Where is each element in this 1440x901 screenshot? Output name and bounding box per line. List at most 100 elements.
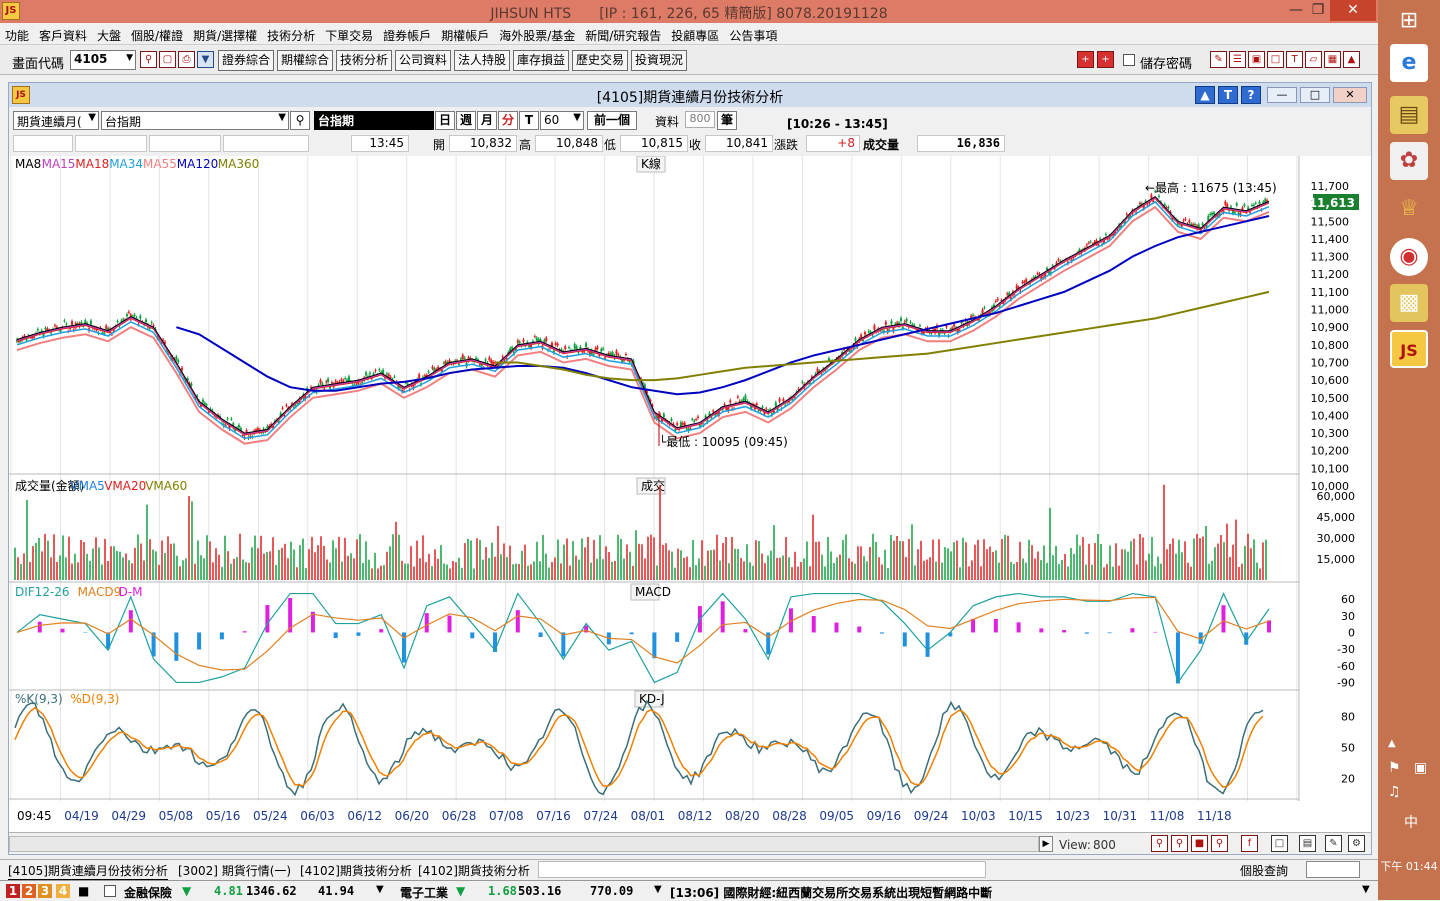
chevron-down-icon[interactable]: ▼ (654, 884, 662, 895)
dropdown-icon[interactable]: ▼ (197, 51, 214, 68)
sticky-notes-icon[interactable]: ▩ (1390, 284, 1428, 322)
page-3[interactable]: 3 (38, 884, 52, 898)
menu-item[interactable]: 客戶資料 (34, 23, 92, 44)
layout-icon[interactable]: ▤ (1299, 835, 1316, 852)
action-center-icon[interactable]: ⚑ (1388, 760, 1401, 776)
menu-item[interactable]: 期權帳戶 (436, 23, 494, 44)
tool-icon[interactable]: ▦ (1324, 51, 1341, 68)
jihsun-app-icon[interactable]: JS (1390, 330, 1428, 368)
indicator-icon[interactable]: f (1241, 835, 1258, 852)
swiss-flag-icon[interactable]: + (1077, 51, 1094, 68)
draw-icon[interactable]: ✎ (1325, 835, 1342, 852)
period-week[interactable]: 週 (456, 111, 476, 130)
tool-icon[interactable]: ▣ (1248, 51, 1265, 68)
window-minimize-icon[interactable]: — (1267, 87, 1297, 103)
menu-item[interactable]: 功能 (0, 23, 34, 44)
tool-button[interactable]: 投資現況 (631, 50, 687, 71)
tool-button[interactable]: 歷史交易 (572, 50, 628, 71)
chevron-down-icon[interactable]: ▼ (376, 884, 384, 895)
search-icon[interactable]: ⚲ (140, 51, 157, 68)
period-month[interactable]: 月 (477, 111, 497, 130)
tool-icon[interactable]: ✎ (1210, 51, 1227, 68)
crown-app-icon[interactable]: ♕ (1390, 190, 1428, 228)
paint-icon[interactable]: ✿ (1390, 142, 1428, 180)
product-select[interactable]: 台指期▼ (101, 111, 289, 130)
file-explorer-icon[interactable]: ▤ (1390, 96, 1428, 134)
swiss-flag-icon[interactable]: + (1097, 51, 1114, 68)
ticker-checkbox[interactable] (104, 885, 116, 897)
tab-4105[interactable]: [4105]期貨連續月份技術分析 (8, 862, 168, 881)
scroll-right-icon[interactable]: ▶ (1039, 836, 1053, 852)
period-tick[interactable]: T (519, 111, 539, 130)
series-select[interactable]: 期貨連續月(▼ (13, 111, 99, 130)
window-close-icon[interactable]: ✕ (1333, 87, 1367, 103)
news-ticker[interactable]: [13:06] 國際財經:紐西蘭交易所交易系統出現短暫網路中斷 (670, 884, 992, 901)
zoom-out-icon[interactable]: ⚲ (1171, 835, 1188, 852)
menu-item[interactable]: 海外股票/基金 (494, 23, 580, 44)
windows-start-icon[interactable]: ⊞ (1390, 2, 1428, 40)
tool-icon[interactable]: T (1286, 51, 1303, 68)
prev-button[interactable]: 前一個 (587, 111, 637, 130)
data-count-input[interactable]: 800 (685, 111, 715, 128)
up-icon[interactable]: ▲ (1195, 86, 1215, 104)
tool-button[interactable]: 技術分析 (336, 50, 392, 71)
menu-item[interactable]: 投顧專區 (666, 23, 724, 44)
tab-3002[interactable]: [3002] 期貨行情(一) (178, 862, 291, 879)
menu-item[interactable]: 大盤 (92, 23, 126, 44)
period-day[interactable]: 日 (435, 111, 455, 130)
page-1[interactable]: 1 (6, 884, 20, 898)
ime-language[interactable]: 中 (1404, 812, 1418, 832)
page-2[interactable]: 2 (22, 884, 36, 898)
ie-browser-icon[interactable]: e (1390, 44, 1428, 82)
stock-query-input[interactable] (1306, 861, 1360, 878)
tool-icon[interactable]: ▱ (1305, 51, 1322, 68)
tool-button[interactable]: 公司資料 (395, 50, 451, 71)
restore-icon[interactable]: ❐ (1307, 0, 1329, 21)
period-minute[interactable]: 分 (498, 111, 518, 130)
chevron-down-icon[interactable]: ▼ (126, 53, 133, 63)
tool-button[interactable]: 期權綜合 (277, 50, 333, 71)
tool-button[interactable]: 法人持股 (454, 50, 510, 71)
chevron-down-icon[interactable]: ▼ (1362, 884, 1370, 895)
save-password-checkbox[interactable] (1123, 54, 1135, 66)
tool-button[interactable]: 證券綜合 (218, 50, 274, 71)
tool-button[interactable]: 庫存損益 (513, 50, 569, 71)
chevron-down-icon[interactable]: ▼ (573, 112, 581, 123)
chrome-icon[interactable]: ◉ (1390, 238, 1428, 276)
menu-item[interactable]: 新聞/研究報告 (580, 23, 666, 44)
chevron-down-icon[interactable]: ▼ (278, 112, 286, 123)
search-icon[interactable]: ⚲ (1211, 835, 1228, 852)
window-restore-icon[interactable]: □ (1300, 87, 1330, 103)
menu-item[interactable]: 公告事項 (724, 23, 782, 44)
code-input[interactable]: 4105▼ (70, 50, 136, 70)
fit-icon[interactable]: ■ (1191, 835, 1208, 852)
page-4[interactable]: 4 (56, 884, 70, 898)
menu-item[interactable]: 期貨/選擇權 (188, 23, 262, 44)
menu-item[interactable]: 證券帳戶 (378, 23, 436, 44)
menu-item[interactable]: 個股/權證 (126, 23, 188, 44)
help-icon[interactable]: ? (1241, 86, 1261, 104)
search-icon[interactable]: ⚲ (290, 111, 310, 130)
zoom-in-icon[interactable]: ⚲ (1151, 835, 1168, 852)
tab-4102[interactable]: [4102]期貨技術分析 (300, 862, 412, 879)
window-icon[interactable]: ▢ (159, 51, 176, 68)
chevron-down-icon[interactable]: ▼ (88, 112, 96, 123)
gear-icon[interactable]: ⚙ (1348, 835, 1365, 852)
text-icon[interactable]: T (1218, 86, 1238, 104)
volume-icon[interactable]: ♫ (1388, 784, 1401, 800)
copy-icon[interactable]: □ (1271, 835, 1288, 852)
minutes-select[interactable]: 60▼ (540, 111, 584, 130)
minimize-icon[interactable]: — (1285, 0, 1307, 21)
horizontal-scrollbar[interactable] (9, 836, 1039, 852)
tab-4102[interactable]: [4102]期貨技術分析 (418, 862, 530, 879)
menu-item[interactable]: 下單交易 (320, 23, 378, 44)
clock[interactable]: 下午 01:44 (1378, 858, 1440, 874)
close-icon[interactable]: ✕ (1330, 0, 1376, 21)
menu-item[interactable]: 技術分析 (262, 23, 320, 44)
network-icon[interactable]: ▣ (1414, 760, 1427, 776)
tray-up-icon[interactable]: ▲ (1388, 738, 1396, 749)
tool-icon[interactable]: ☰ (1229, 51, 1246, 68)
tool-icon[interactable]: □ (1267, 51, 1284, 68)
